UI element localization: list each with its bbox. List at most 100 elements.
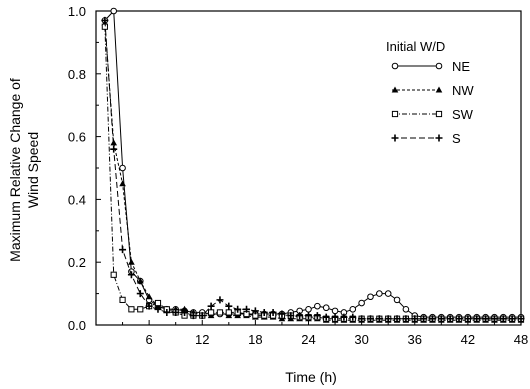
data-point xyxy=(296,312,304,320)
data-point xyxy=(435,62,443,70)
x-axis: 6 12 18 24 30 36 42 48 xyxy=(122,320,528,347)
data-point xyxy=(305,312,312,320)
data-point xyxy=(110,145,118,153)
y-tick-label: 0.4 xyxy=(68,192,86,207)
data-point xyxy=(437,315,445,323)
data-point xyxy=(376,290,383,297)
data-point xyxy=(101,16,109,24)
series-line xyxy=(104,9,521,318)
data-point xyxy=(435,86,443,93)
data-point xyxy=(375,315,383,323)
data-point xyxy=(243,305,251,313)
x-axis-title: Time (h) xyxy=(285,369,337,385)
data-point xyxy=(391,86,399,93)
data-point xyxy=(313,312,321,320)
x-tick-label: 42 xyxy=(461,332,475,347)
data-point xyxy=(163,308,171,316)
x-tick-label: 48 xyxy=(514,332,528,347)
data-point xyxy=(208,309,215,316)
data-point xyxy=(269,308,277,316)
legend-entry-s: S xyxy=(391,131,461,146)
data-point xyxy=(428,315,436,323)
data-point xyxy=(391,134,399,142)
data-point xyxy=(349,306,357,313)
data-point xyxy=(358,315,366,323)
data-point xyxy=(402,306,410,313)
data-point xyxy=(358,299,365,307)
data-point xyxy=(367,293,374,301)
data-point xyxy=(234,305,242,313)
data-point xyxy=(128,306,135,313)
legend-label: SW xyxy=(452,107,474,122)
y-tick-label: 1.0 xyxy=(68,4,86,19)
data-point xyxy=(137,306,144,313)
data-point xyxy=(136,290,144,298)
data-point xyxy=(225,302,233,310)
data-point xyxy=(154,305,162,313)
data-point xyxy=(128,258,135,265)
data-point xyxy=(251,307,259,315)
data-point xyxy=(189,312,197,320)
y-tick-label: 0.0 xyxy=(68,318,86,333)
data-point xyxy=(517,315,525,323)
data-point xyxy=(145,302,153,310)
legend-label: NE xyxy=(452,59,470,74)
y-tick-label: 0.6 xyxy=(68,130,86,145)
y-axis-title-line-2: Wind Speed xyxy=(25,132,41,208)
data-point xyxy=(411,315,419,323)
data-point xyxy=(216,296,224,304)
data-point xyxy=(393,296,401,304)
data-point xyxy=(127,271,135,279)
x-tick-label: 12 xyxy=(195,332,209,347)
data-point xyxy=(402,315,410,323)
data-point xyxy=(435,134,443,142)
data-point xyxy=(420,315,428,323)
data-point xyxy=(119,180,126,187)
data-point xyxy=(384,315,392,323)
data-point xyxy=(278,310,286,318)
legend-label: S xyxy=(452,131,461,146)
data-point xyxy=(366,315,374,323)
data-point xyxy=(482,315,490,323)
y-tick-label: 0.2 xyxy=(68,255,86,270)
data-point xyxy=(314,302,321,310)
data-point xyxy=(464,315,472,323)
series-s xyxy=(101,16,525,323)
legend-entry-ne: NE xyxy=(391,59,470,74)
data-point xyxy=(322,313,330,321)
legend-entry-nw: NW xyxy=(391,83,474,98)
y-axis-title-line-1: Maximum Relative Change of xyxy=(7,78,23,262)
data-point xyxy=(154,299,162,307)
data-point xyxy=(207,302,215,310)
data-point xyxy=(305,306,312,313)
series-line xyxy=(104,23,521,321)
data-point xyxy=(340,313,348,321)
data-point xyxy=(198,312,206,320)
x-tick-label: 36 xyxy=(408,332,422,347)
data-point xyxy=(110,7,118,15)
y-tick-label: 0.8 xyxy=(68,67,86,82)
series-layer xyxy=(101,7,525,323)
x-tick-label: 30 xyxy=(354,332,368,347)
data-point xyxy=(322,304,330,312)
data-point xyxy=(136,277,144,284)
x-tick-label: 18 xyxy=(248,332,262,347)
legend-title: Initial W/D xyxy=(386,39,445,54)
y-axis: 0.0 0.2 0.4 0.6 0.8 1.0 xyxy=(68,4,101,333)
legend: Initial W/D NE NW SW S xyxy=(386,39,474,146)
data-point xyxy=(216,309,224,316)
data-point xyxy=(119,164,126,172)
data-point xyxy=(349,313,357,321)
data-point xyxy=(508,315,516,323)
data-point xyxy=(473,315,481,323)
data-point xyxy=(181,305,188,312)
x-tick-label: 24 xyxy=(301,332,315,347)
data-point xyxy=(455,315,463,323)
data-point xyxy=(446,315,454,323)
data-point xyxy=(172,308,180,316)
data-point xyxy=(393,315,401,323)
data-point xyxy=(384,290,392,297)
x-tick-label: 6 xyxy=(146,332,153,347)
data-point xyxy=(260,308,268,316)
